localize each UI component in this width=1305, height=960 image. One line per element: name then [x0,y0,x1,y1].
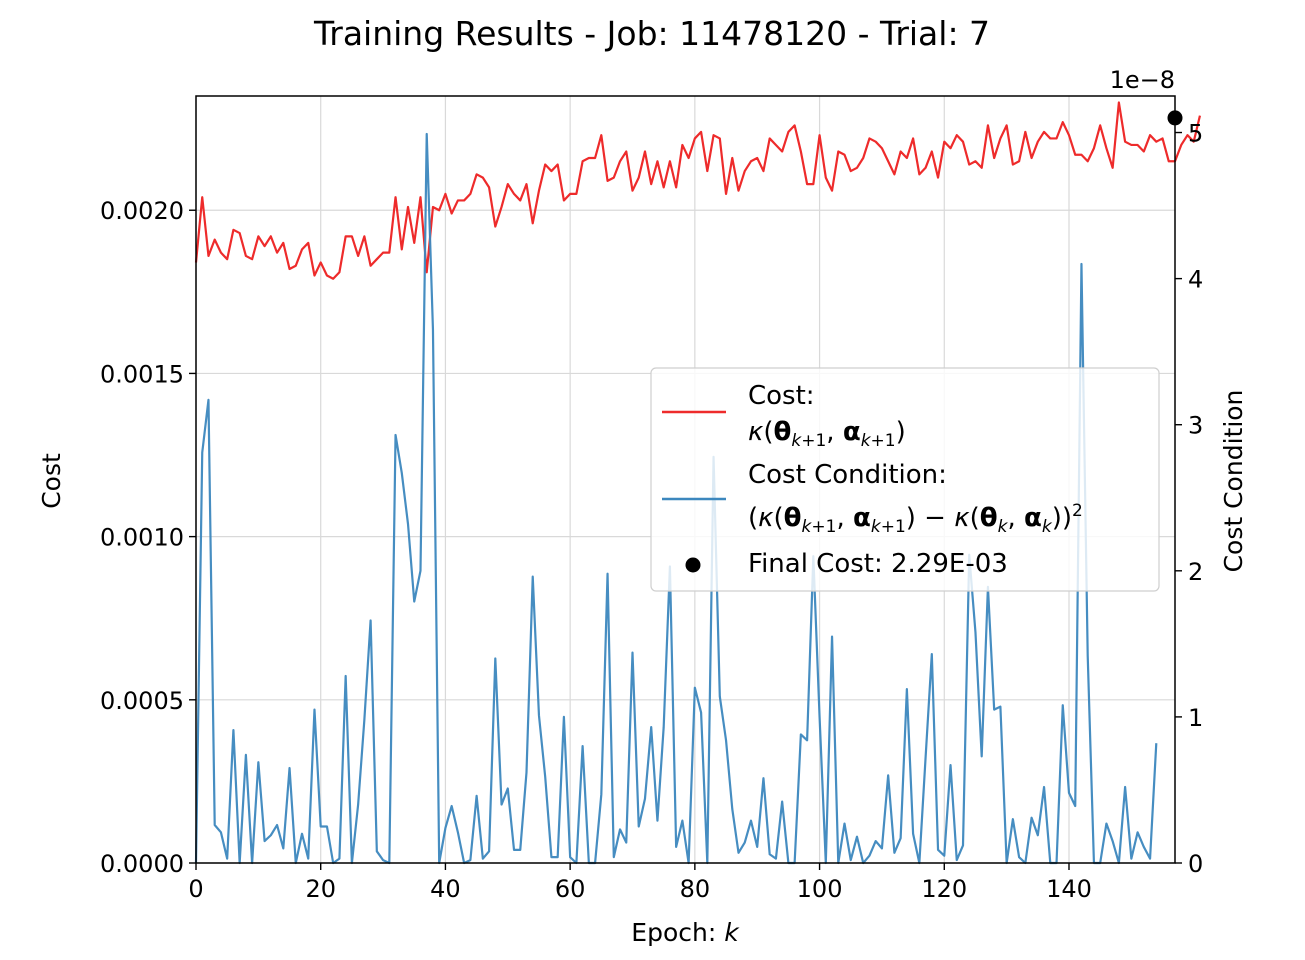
x-tick-label: 20 [305,875,336,903]
y-tick-label-left: 0.0005 [100,687,184,715]
series-layer [194,101,1202,865]
axes-layer: 0 20 40 60 80 100 120 1400.00000.00050.00100.00… [100,95,1203,903]
legend-cond-formula: (κ(θk+1, αk+1) − κ(θk, αk))2 [748,501,1083,537]
y-tick-label-right: 5 [1188,120,1203,148]
y-tick-label-right: 4 [1188,266,1203,294]
y-tick-label-right: 0 [1188,850,1203,878]
y-tick-label-left: 0.0015 [100,360,184,388]
legend-cond-label: Cost Condition: [748,460,947,490]
x-axis-label: Epoch: k [631,918,740,947]
legend-final-label: Final Cost: 2.29E-03 [748,549,1008,579]
x-tick-label: 140 [1046,875,1092,903]
y-tick-label-right: 1 [1188,704,1203,732]
legend: Cost: κ(θk+1, αk+1) Cost Condition: (κ(θ… [650,367,1160,592]
x-tick-label: 120 [921,875,967,903]
x-tick-label: 60 [555,875,586,903]
x-tick-label: 100 [797,875,843,903]
plot-frame [195,95,1176,864]
legend-box [650,367,1160,592]
y-axis-label-right: Cost Condition [1219,390,1248,573]
right-axis-offset-label: 1e−8 [1110,66,1175,94]
x-tick-label: 40 [430,875,461,903]
legend-cost-formula: κ(θk+1, αk+1) [748,417,906,451]
cost-series-line [194,101,1202,280]
x-tick-label: 0 [188,875,203,903]
x-tick-label: 80 [680,875,711,903]
y-axis-label-left: Cost [37,453,66,509]
y-tick-label-right: 3 [1188,412,1203,440]
y-tick-label-left: 0.0000 [100,850,184,878]
y-tick-label-right: 2 [1188,558,1203,586]
legend-final-marker [685,557,701,573]
legend-cost-label: Cost: [748,381,815,411]
y-tick-label-left: 0.0010 [100,524,184,552]
cost-condition-series-line [194,132,1158,865]
y-tick-label-left: 0.0020 [100,197,184,225]
chart-title: Training Results - Job: 11478120 - Trial… [313,14,990,53]
